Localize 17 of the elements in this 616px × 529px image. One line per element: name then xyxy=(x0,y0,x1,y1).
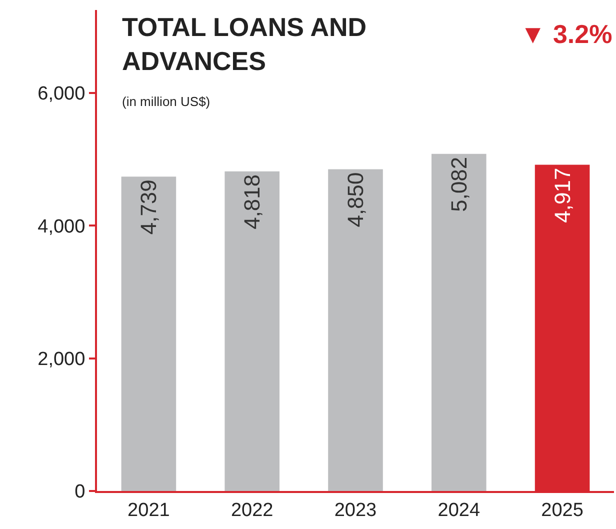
text: (in million US$) xyxy=(122,94,210,109)
data-label: 4,917 xyxy=(550,168,575,223)
y-tick-label: 2,000 xyxy=(38,348,86,370)
data-label: 4,850 xyxy=(343,172,368,228)
x-tick-label: 2023 xyxy=(334,500,377,521)
data-label: 4,818 xyxy=(240,174,265,230)
data-label: 5,082 xyxy=(446,156,472,212)
data-label: 4,739 xyxy=(136,180,162,235)
text: TOTAL LOANS AND ADVANCES xyxy=(122,12,367,76)
annotation: ▼ 3.2% xyxy=(520,19,612,49)
x-tick-label: 2024 xyxy=(438,500,480,521)
y-tick-label: 6,000 xyxy=(38,84,86,105)
x-tick-label: 2021 xyxy=(128,500,170,521)
y-tick-label: 0 xyxy=(74,482,86,503)
x-tick-label: 2025 xyxy=(541,500,584,521)
y-tick-label: 4,000 xyxy=(38,216,86,238)
x-tick-label: 2022 xyxy=(230,500,274,521)
